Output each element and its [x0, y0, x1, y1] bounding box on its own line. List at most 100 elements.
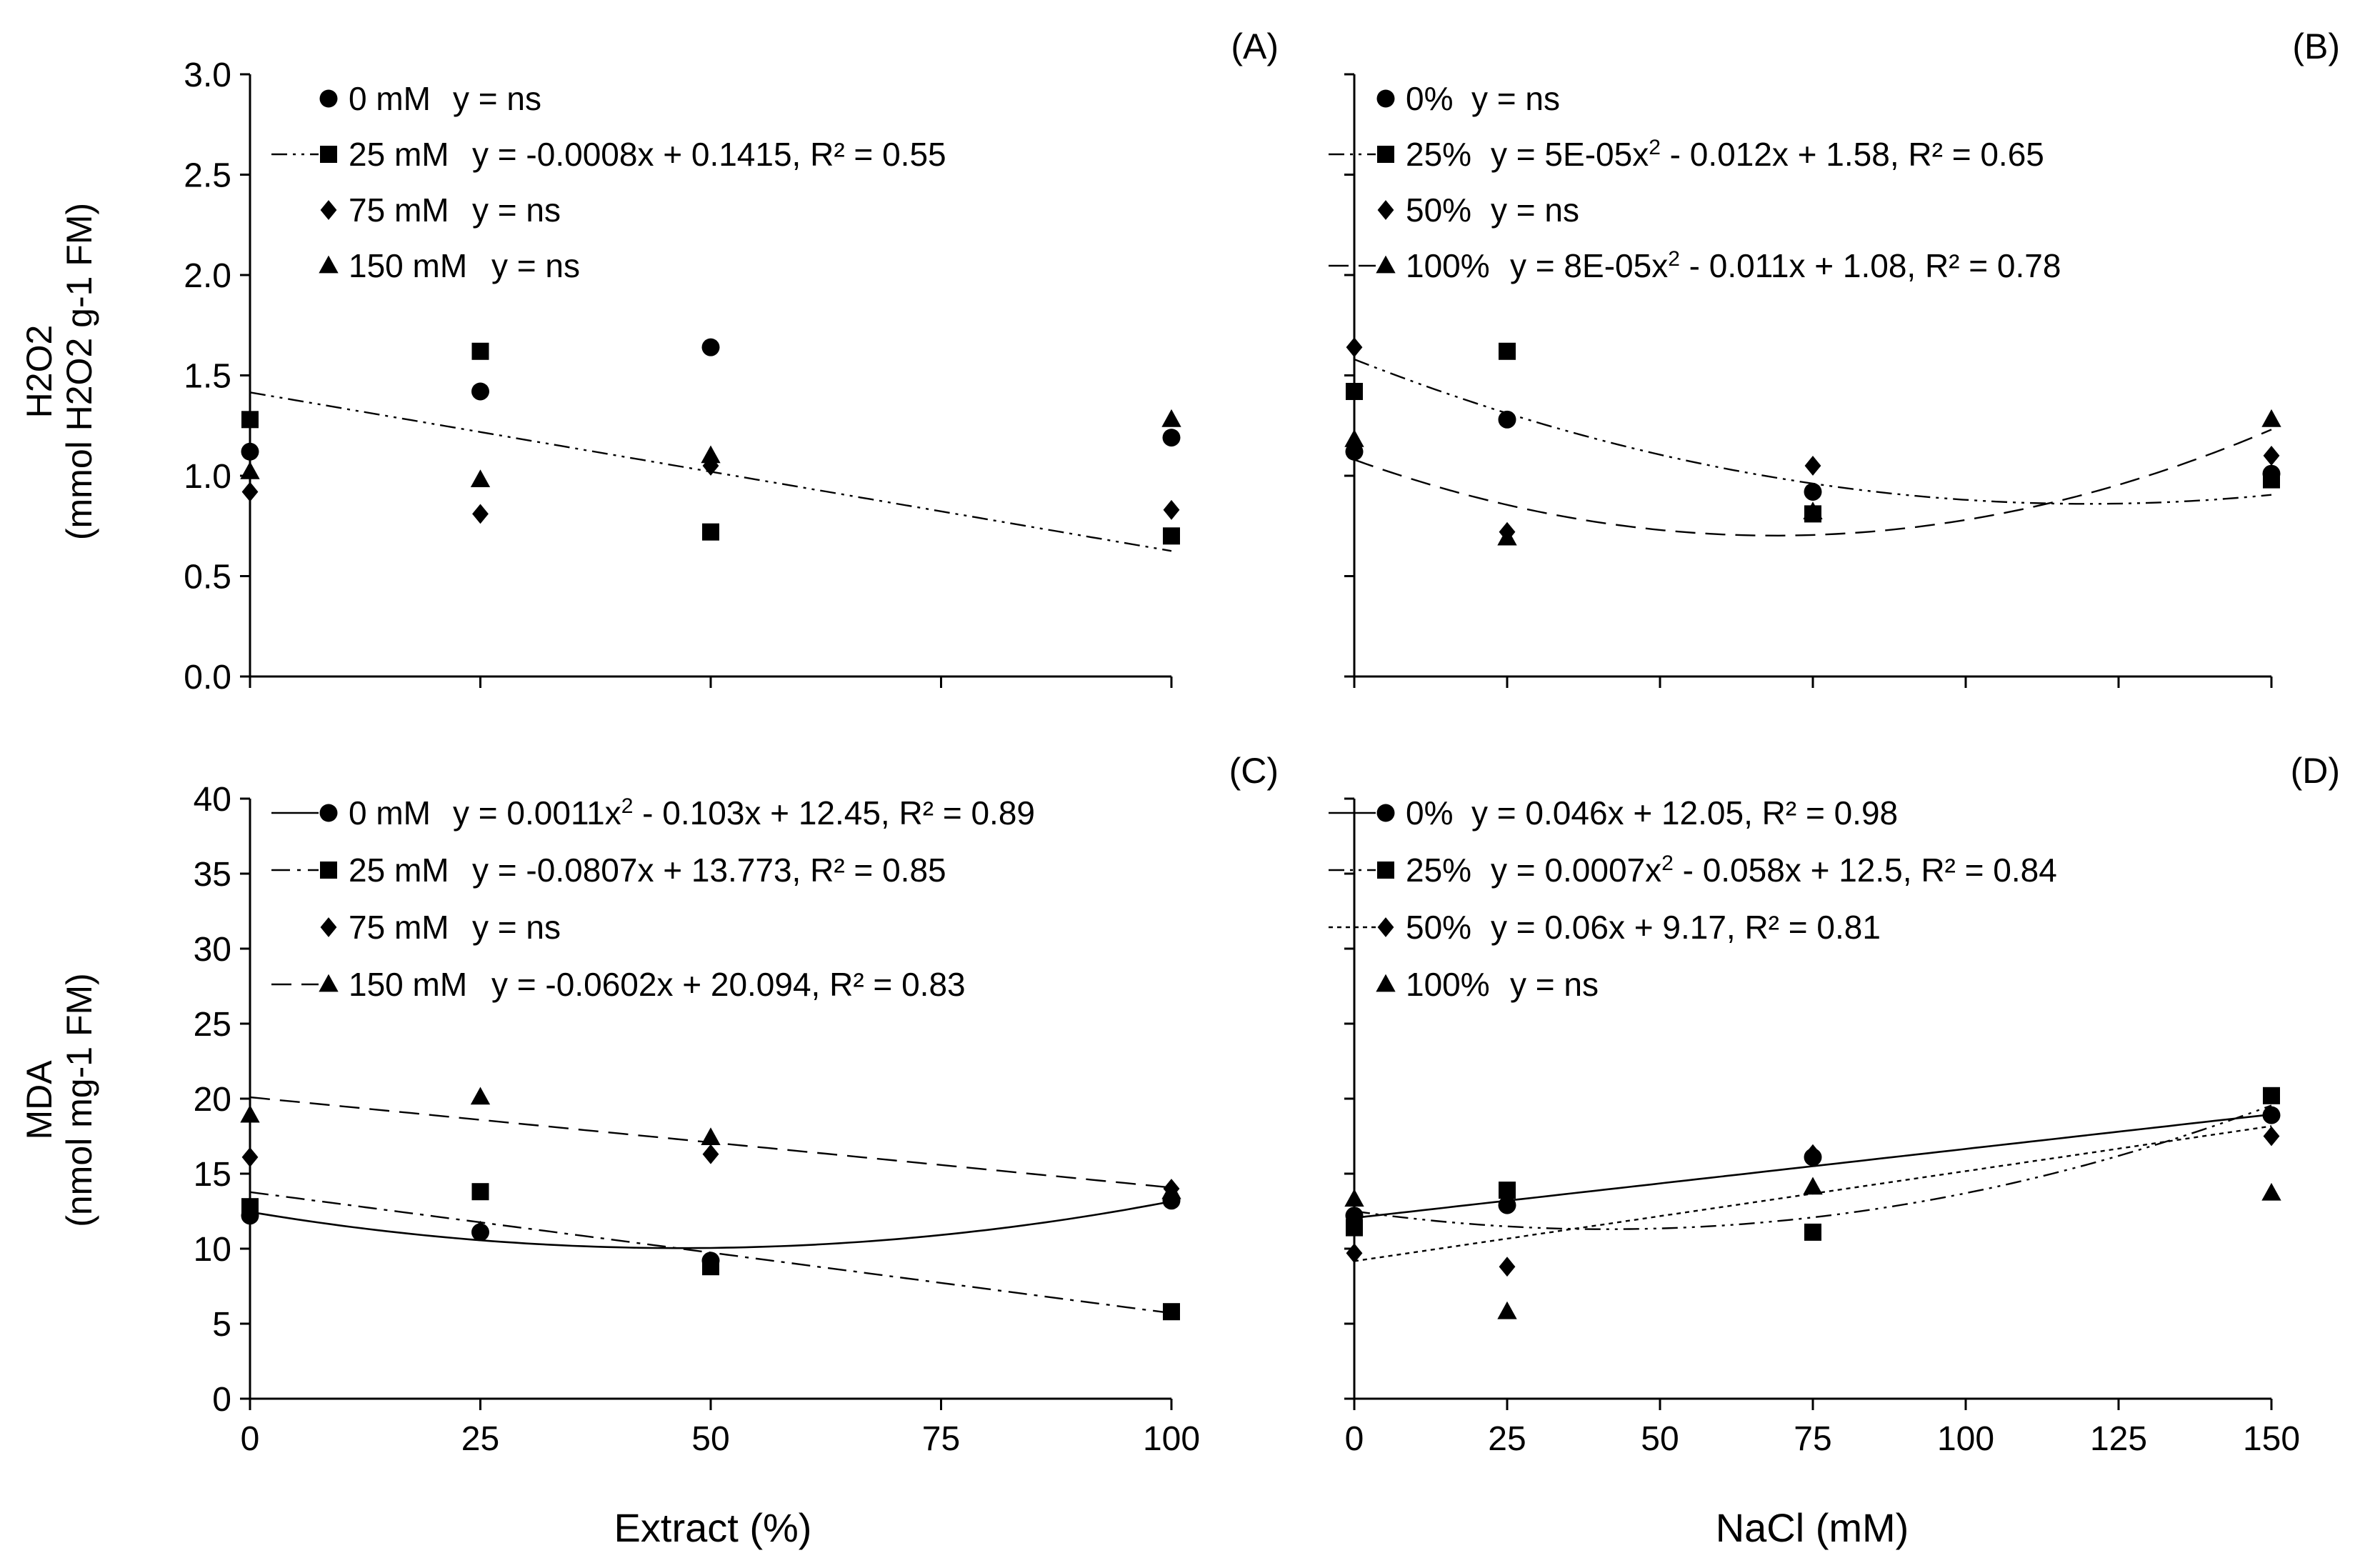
data-point-triangle	[701, 445, 721, 464]
legend-marker-triangle	[1376, 255, 1396, 274]
panel-label: (A)	[1231, 26, 1279, 66]
x-tick-label: 0	[1345, 1420, 1364, 1458]
data-point-square	[2263, 1087, 2280, 1104]
data-point-circle	[701, 338, 720, 356]
legend-series-name: 50%	[1406, 191, 1471, 229]
fit-line-25-	[1354, 358, 2272, 505]
y-tick-label: 0	[212, 1381, 231, 1419]
x-tick-label: 25	[1488, 1420, 1526, 1458]
legend-equation: y = 0.0007x2 - 0.058x + 12.5, R² = 0.84	[1491, 852, 2057, 889]
data-point-square	[702, 1258, 719, 1276]
data-point-triangle	[240, 461, 260, 479]
data-point-triangle	[1161, 1181, 1181, 1199]
legend-marker-circle	[319, 804, 338, 822]
data-point-circle	[1498, 410, 1516, 429]
panel-label: (B)	[2292, 26, 2340, 66]
ylabel-c-line2: (nmol mg-1 FM)	[59, 973, 99, 1227]
panel-3: 0 25 50 75 100 125 150 (D) 0% y = 0.046x + 12.05,…	[1329, 751, 2340, 1458]
data-point-circle	[2262, 1106, 2281, 1124]
y-tick-label: 0.5	[184, 559, 231, 596]
legend-marker-square	[1377, 146, 1394, 163]
ylabel-a-line2: (mmol H2O2 g-1 FM)	[59, 203, 99, 540]
x-tick-label: 50	[1641, 1420, 1679, 1458]
data-point-triangle	[701, 1127, 721, 1145]
data-point-diamond	[2263, 445, 2280, 466]
x-tick-label: 0	[241, 1420, 260, 1458]
ylabel-a-line1: H2O2	[19, 325, 59, 419]
legend-marker-triangle	[1376, 974, 1396, 992]
data-point-triangle	[1344, 1189, 1364, 1207]
legend-marker-diamond	[1377, 917, 1394, 937]
legend-equation: y = ns	[472, 191, 561, 229]
data-point-diamond	[241, 1147, 259, 1167]
data-point-diamond	[2263, 1126, 2280, 1147]
x-tick-label: 75	[1794, 1420, 1831, 1458]
data-point-diamond	[1804, 456, 1821, 476]
legend-equation: y = ns	[453, 80, 541, 117]
xlabel-d: NaCl (mM)	[1716, 1505, 1909, 1550]
data-point-circle	[1804, 483, 1822, 501]
legend-equation: y = 0.046x + 12.05, R² = 0.98	[1471, 794, 1898, 832]
data-point-circle	[241, 442, 259, 461]
legend-marker-circle	[319, 89, 338, 108]
legend-equation: y = ns	[491, 247, 580, 284]
legend-series-name: 50%	[1406, 909, 1471, 946]
y-tick-label: 3.0	[184, 56, 231, 94]
data-point-triangle	[1497, 1301, 1517, 1319]
data-point-diamond	[472, 504, 489, 524]
legend-marker-circle	[1376, 804, 1395, 822]
data-point-diamond	[702, 1144, 719, 1164]
data-point-square	[471, 1183, 489, 1201]
data-point-square	[241, 411, 259, 429]
data-point-circle	[1345, 442, 1364, 461]
data-point-square	[1163, 1303, 1180, 1321]
legend-series-name: 150 mM	[349, 966, 467, 1003]
legend-equation: y = -0.0008x + 0.1415, R² = 0.55	[472, 136, 946, 173]
data-point-diamond	[702, 456, 719, 476]
legend-series-name: 75 mM	[349, 909, 449, 946]
data-point-triangle	[240, 1104, 260, 1123]
fit-line-0-mm	[249, 1200, 1172, 1249]
legend-equation: y = -0.0807x + 13.773, R² = 0.85	[472, 852, 946, 889]
data-point-square	[471, 342, 489, 360]
data-point-diamond	[472, 1220, 489, 1241]
data-point-square	[1499, 1182, 1516, 1199]
data-point-triangle	[1803, 501, 1823, 519]
data-point-square	[241, 1198, 259, 1216]
legend-marker-diamond	[320, 917, 337, 937]
legend-marker-square	[320, 862, 337, 879]
legend-series-name: 25 mM	[349, 136, 449, 173]
data-point-square	[702, 523, 719, 541]
y-tick-label: 1.0	[184, 458, 231, 496]
x-tick-label: 25	[461, 1420, 499, 1458]
data-point-diamond	[1346, 1243, 1363, 1264]
data-point-triangle	[470, 469, 491, 487]
data-point-diamond	[1499, 1257, 1516, 1277]
data-point-square	[1163, 527, 1180, 545]
x-tick-label: 150	[2243, 1420, 2300, 1458]
legend-series-name: 25%	[1406, 136, 1471, 173]
legend-series-name: 0 mM	[349, 794, 431, 832]
fit-line-0-	[1354, 1113, 2272, 1219]
legend-marker-square	[320, 146, 337, 163]
data-point-square	[1346, 1219, 1363, 1237]
legend-equation: y = ns	[1471, 80, 1560, 117]
fit-line-25-	[1354, 1104, 2272, 1230]
legend-series-name: 100%	[1406, 247, 1490, 284]
y-tick-label: 25	[194, 1006, 231, 1044]
legend-equation: y = 8E-05x2 - 0.011x + 1.08, R² = 0.78	[1510, 247, 2061, 285]
data-point-diamond	[241, 481, 259, 502]
legend-series-name: 25 mM	[349, 852, 449, 889]
x-tick-label: 125	[2090, 1420, 2147, 1458]
x-tick-label: 75	[922, 1420, 960, 1458]
legend-series-name: 150 mM	[349, 247, 467, 284]
y-tick-label: 20	[194, 1081, 231, 1119]
ylabel-c-line1: MDA	[19, 1060, 59, 1140]
y-tick-label: 5	[212, 1306, 231, 1344]
data-point-square	[1499, 342, 1516, 360]
data-point-triangle	[1344, 429, 1364, 447]
x-tick-label: 100	[1937, 1420, 1994, 1458]
data-point-diamond	[1804, 1144, 1821, 1164]
